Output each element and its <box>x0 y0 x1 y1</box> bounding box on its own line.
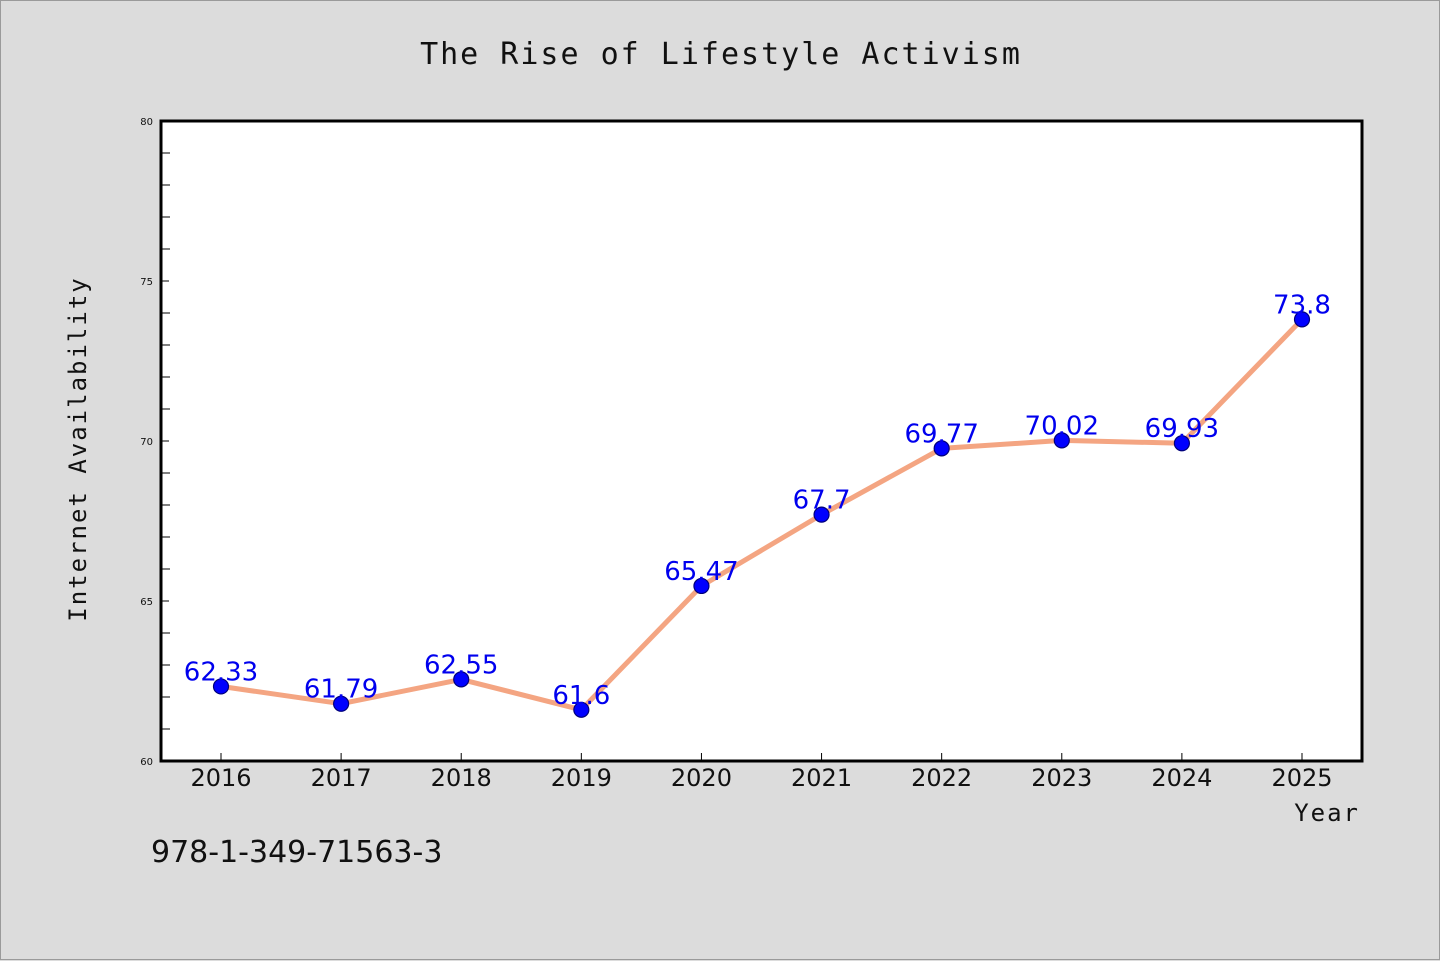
y-tick-label: 80 <box>140 117 153 128</box>
x-tick-label: 2023 <box>1031 764 1092 792</box>
footer-code: 978-1-349-71563-3 <box>151 835 443 870</box>
y-tick-label: 65 <box>140 597 153 608</box>
data-label: 73.8 <box>1273 290 1331 320</box>
data-point <box>693 577 710 595</box>
x-tick-label: 2017 <box>311 764 372 792</box>
data-point <box>333 695 350 712</box>
x-tick-label: 2020 <box>671 764 732 792</box>
data-point <box>453 671 470 688</box>
data-markers <box>212 311 1311 718</box>
data-label: 70.02 <box>1025 411 1099 441</box>
data-label: 67.7 <box>793 486 851 516</box>
data-point <box>1293 311 1311 328</box>
series-line <box>218 316 1305 713</box>
data-label: 61.6 <box>552 681 610 711</box>
x-tick-label: 2021 <box>791 764 852 792</box>
chart-title: The Rise of Lifestyle Activism <box>420 37 1022 72</box>
data-label: 62.55 <box>424 650 498 680</box>
x-axis-label: Year <box>1294 799 1360 827</box>
y-tick-label: 70 <box>140 437 153 448</box>
data-point <box>573 701 590 718</box>
x-axis-ticks: 2016 2017 2018 2019 2020 2021 2022 2023 2024 2025 <box>190 753 1333 792</box>
data-label: 69.77 <box>904 419 978 449</box>
x-tick-label: 2024 <box>1151 764 1212 792</box>
data-label: 61.79 <box>304 675 378 705</box>
y-tick-label: 75 <box>140 277 153 288</box>
data-point <box>1053 432 1070 449</box>
data-label: 69.93 <box>1145 414 1219 444</box>
data-labels: 62.33 61.79 62.55 61.6 65.47 67.7 69.77 70.02 69… <box>184 290 1331 710</box>
data-point <box>813 506 830 523</box>
data-label: 65.47 <box>664 557 738 587</box>
data-label: 62.33 <box>184 657 258 687</box>
x-tick-label: 2018 <box>431 764 492 792</box>
y-tick-label: 60 <box>140 757 153 768</box>
x-tick-label: 2016 <box>190 764 251 792</box>
data-point <box>1173 435 1190 452</box>
data-point <box>933 440 950 457</box>
x-tick-label: 2019 <box>551 764 612 792</box>
y-axis-label: Internet Availability <box>64 276 92 621</box>
x-tick-label: 2025 <box>1271 764 1332 792</box>
data-point <box>212 678 230 695</box>
plot-border <box>159 119 1364 763</box>
x-tick-label: 2022 <box>911 764 972 792</box>
